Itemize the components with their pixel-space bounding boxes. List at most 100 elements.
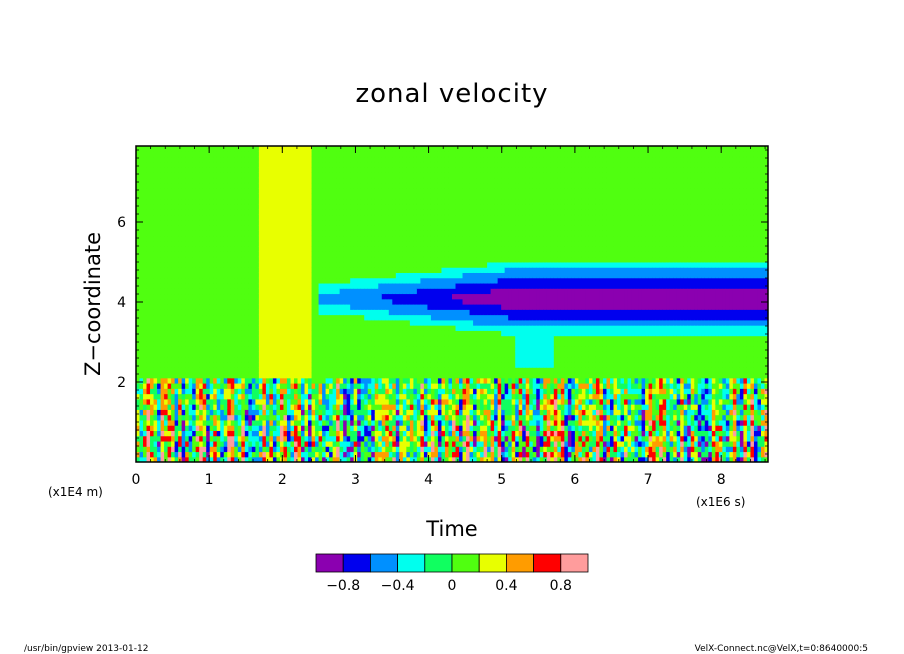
heatmap-cell [160, 246, 165, 252]
heatmap-cell [332, 161, 337, 168]
heatmap-cell [416, 351, 421, 358]
heatmap-cell [297, 425, 302, 431]
heatmap-cell [269, 261, 274, 268]
heatmap-cell [262, 198, 267, 205]
heatmap-cell [164, 293, 169, 300]
heatmap-cell [160, 451, 165, 458]
heatmap-cell [234, 393, 239, 400]
heatmap-cell [195, 398, 200, 405]
heatmap-cell [329, 398, 334, 405]
heatmap-cell [237, 146, 242, 152]
heatmap-cell [339, 261, 344, 268]
heatmap-cell [399, 388, 404, 395]
heatmap-cell [209, 167, 214, 173]
heatmap-cell [399, 151, 404, 158]
heatmap-cell [325, 435, 330, 442]
heatmap-cell [220, 419, 225, 426]
heatmap-cell [153, 151, 158, 158]
heatmap-cell [216, 193, 221, 200]
heatmap-cell [283, 430, 288, 437]
heatmap-cell [206, 435, 211, 442]
heatmap-cell [213, 446, 218, 453]
heatmap-cell [402, 393, 407, 400]
heatmap-cell [237, 282, 242, 289]
heatmap-cell [392, 314, 397, 321]
heatmap-cell [248, 219, 253, 226]
heatmap-cell [371, 314, 376, 321]
heatmap-cell [174, 430, 179, 437]
heatmap-cell [178, 451, 183, 458]
heatmap-cell [339, 361, 344, 368]
heatmap-cell [227, 246, 232, 252]
heatmap-cell [174, 340, 179, 347]
heatmap-cell [146, 404, 151, 410]
heatmap-cell [381, 409, 386, 416]
heatmap-cell [294, 167, 299, 173]
heatmap-cell [311, 372, 316, 379]
heatmap-cell [272, 340, 278, 347]
heatmap-cell [279, 203, 285, 210]
heatmap-cell [416, 188, 421, 194]
heatmap-cell [171, 330, 176, 337]
heatmap-cell [423, 203, 429, 210]
heatmap-cell [279, 367, 285, 374]
heatmap-cell [223, 156, 228, 163]
heatmap-cell [150, 225, 155, 231]
heatmap-cell [150, 330, 155, 337]
heatmap-cell [409, 172, 414, 179]
heatmap-cell [357, 182, 362, 189]
heatmap-cell [255, 430, 260, 437]
heatmap-cell [367, 214, 372, 221]
heatmap-cell [272, 182, 278, 189]
heatmap-cell [399, 340, 404, 347]
heatmap-cell [178, 446, 183, 453]
heatmap-cell [234, 377, 239, 384]
heatmap-cell [265, 225, 271, 231]
heatmap-cell [160, 346, 165, 352]
heatmap-cell [272, 146, 278, 152]
heatmap-cell [150, 282, 155, 289]
heatmap-cell [195, 372, 200, 379]
heatmap-cell [395, 256, 400, 263]
heatmap-cell [318, 340, 323, 347]
heatmap-cell [220, 425, 225, 431]
heatmap-cell [318, 193, 323, 200]
heatmap-cell [286, 440, 292, 447]
heatmap-cell [423, 172, 429, 179]
heatmap-cell [339, 256, 344, 263]
heatmap-cell [234, 304, 239, 310]
heatmap-cell [395, 456, 400, 462]
heatmap-cell [308, 188, 313, 194]
heatmap-cell [255, 356, 260, 363]
heatmap-cell [178, 319, 183, 326]
heatmap-cell [364, 282, 369, 289]
heatmap-cell [290, 193, 295, 200]
heatmap-cell [423, 346, 429, 352]
heatmap-cell [136, 188, 141, 194]
heatmap-cell [153, 209, 158, 216]
heatmap-cell [136, 330, 141, 337]
heatmap-cell [206, 388, 211, 395]
heatmap-cell [392, 251, 397, 258]
heatmap-cell [146, 293, 151, 300]
heatmap-cell [308, 325, 313, 331]
heatmap-cell [272, 225, 278, 231]
heatmap-cell [171, 235, 176, 242]
heatmap-cell [262, 288, 267, 295]
heatmap-cell [153, 367, 158, 374]
heatmap-cell [181, 309, 186, 316]
heatmap-cell [388, 330, 393, 337]
heatmap-cell [294, 314, 299, 321]
heatmap-cell [230, 414, 235, 421]
heatmap-cell [353, 340, 358, 347]
heatmap-cell [178, 251, 183, 258]
heatmap-cell [294, 367, 299, 374]
heatmap-cell [304, 456, 309, 462]
heatmap-cell [413, 172, 418, 179]
heatmap-cell [255, 219, 260, 226]
heatmap-cell [174, 267, 179, 273]
heatmap-cell [248, 304, 253, 310]
heatmap-cell [392, 240, 397, 247]
heatmap-cell [371, 246, 376, 252]
heatmap-cell [395, 188, 400, 194]
